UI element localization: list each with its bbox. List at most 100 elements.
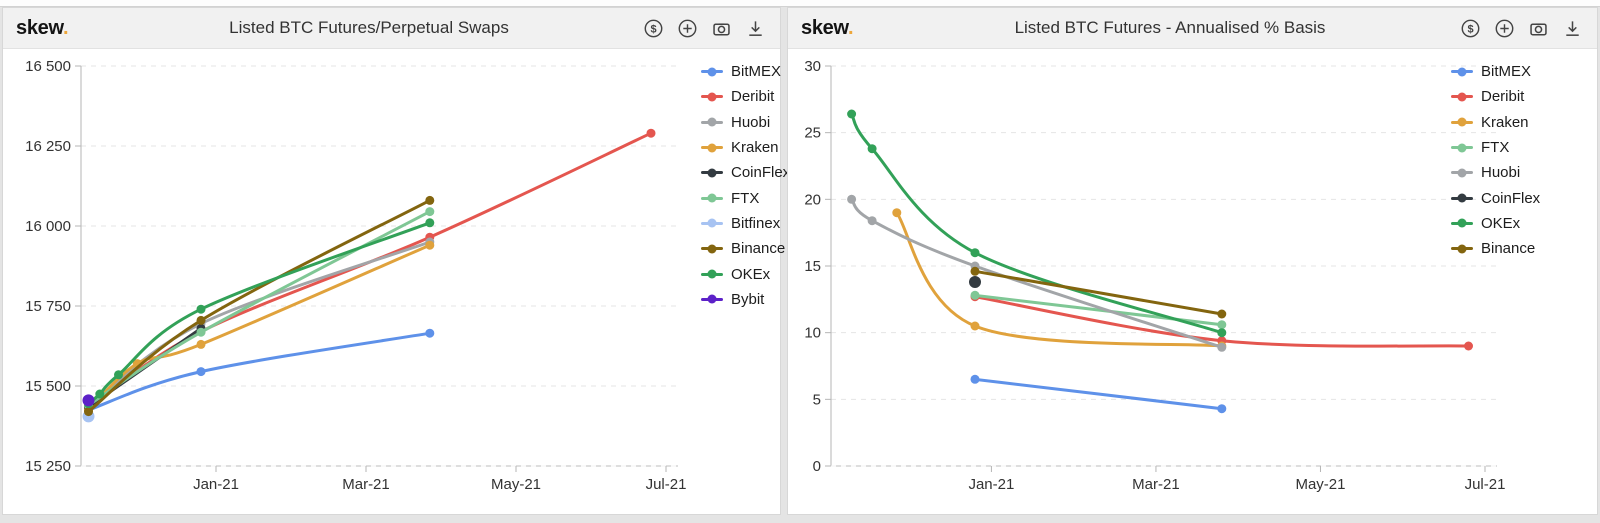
legend-item-bitmex[interactable]: BitMEX — [701, 59, 790, 84]
series-okex[interactable] — [847, 109, 1227, 338]
download-icon[interactable] — [1562, 18, 1583, 39]
legend-item-huobi[interactable]: Huobi — [701, 110, 790, 135]
legend-label: Deribit — [1481, 88, 1525, 106]
legend-marker — [701, 294, 723, 304]
y-axis-label: 15 500 — [25, 378, 71, 395]
series-coinflex[interactable] — [969, 276, 981, 288]
legend-marker — [1451, 218, 1473, 228]
x-axis-label: Jul-21 — [646, 476, 687, 493]
data-point — [425, 240, 435, 250]
series-line — [850, 112, 1224, 335]
data-point — [970, 290, 980, 300]
series-bybit[interactable] — [82, 394, 95, 407]
brand-dot: . — [847, 16, 854, 39]
plus-icon[interactable] — [1494, 18, 1515, 39]
legend-item-ftx[interactable]: FTX — [1451, 135, 1540, 160]
series-line — [850, 197, 1224, 349]
series-line — [87, 221, 432, 406]
data-point — [847, 194, 857, 204]
data-point — [196, 339, 206, 349]
x-axis-label: Mar-21 — [342, 476, 390, 493]
futures-price-chart-plot: 15 250 15 500 15 750 16 000 16 250 16 500 Jan-… — [25, 58, 687, 493]
data-point — [867, 216, 877, 226]
series-ftx[interactable] — [84, 207, 435, 410]
legend-label: OKEx — [1481, 214, 1521, 232]
legend-item-okex[interactable]: OKEx — [701, 261, 790, 286]
data-point — [969, 276, 981, 288]
legend-item-kraken[interactable]: Kraken — [701, 135, 790, 160]
legend-item-bybit[interactable]: Bybit — [701, 287, 790, 312]
series-binance[interactable] — [970, 266, 1227, 319]
data-point — [425, 195, 435, 205]
legend-marker — [1451, 168, 1473, 178]
x-axis-label: May-21 — [491, 476, 541, 493]
chart-legend: BitMEX Deribit Kraken FTX Huobi CoinFlex OKEx B… — [1451, 59, 1540, 261]
window-top-strip — [0, 0, 1600, 7]
y-axis-label: 15 250 — [25, 458, 71, 475]
chart-body: 0 5 10 15 20 25 30 Jan-21 Mar-21 May-21 Jul-21 Bit… — [788, 49, 1597, 515]
series-line — [87, 198, 432, 414]
legend-item-binance[interactable]: Binance — [1451, 236, 1540, 261]
svg-text:$: $ — [1467, 23, 1473, 35]
legend-label: Kraken — [1481, 113, 1529, 131]
series-huobi[interactable] — [847, 194, 1227, 352]
x-axis-label: Jul-21 — [1465, 476, 1506, 493]
data-point — [196, 304, 206, 314]
legend-label: CoinFlex — [731, 164, 791, 182]
legend-label: Bitfinex — [731, 214, 781, 232]
data-point — [892, 208, 902, 218]
dollar-icon[interactable]: $ — [1460, 18, 1481, 39]
skew-logo: skew. — [788, 17, 880, 40]
legend-item-coinflex[interactable]: CoinFlex — [701, 160, 790, 185]
y-axis-label: 10 — [804, 325, 821, 342]
legend-marker — [1451, 117, 1473, 127]
series-okex[interactable] — [84, 218, 435, 409]
series-ftx[interactable] — [970, 290, 1227, 330]
camera-icon[interactable] — [1528, 18, 1549, 39]
brand-dot: . — [62, 16, 69, 39]
camera-icon[interactable] — [711, 18, 732, 39]
legend-marker — [1451, 143, 1473, 153]
series-binance[interactable] — [84, 195, 435, 417]
series-line — [973, 377, 1224, 411]
legend-marker — [701, 67, 723, 77]
legend-item-deribit[interactable]: Deribit — [701, 84, 790, 109]
legend-item-bitmex[interactable]: BitMEX — [1451, 59, 1540, 84]
legend-label: Huobi — [1481, 164, 1521, 182]
data-point — [970, 321, 980, 331]
series-huobi[interactable] — [84, 237, 435, 412]
chart-panel-annualised-basis: skew. Listed BTC Futures - Annualised % … — [787, 7, 1598, 515]
legend-marker — [701, 92, 723, 102]
legend-item-huobi[interactable]: Huobi — [1451, 160, 1540, 185]
legend-item-bitfinex[interactable]: Bitfinex — [701, 211, 790, 236]
legend-marker — [1451, 67, 1473, 77]
data-point — [425, 218, 435, 228]
series-line — [895, 211, 1224, 348]
y-axis-label: 15 750 — [25, 298, 71, 315]
brand-text: skew — [16, 16, 63, 39]
legend-item-ftx[interactable]: FTX — [701, 185, 790, 210]
data-point — [1464, 341, 1473, 351]
legend-item-deribit[interactable]: Deribit — [1451, 84, 1540, 109]
legend-label: FTX — [731, 189, 760, 207]
download-icon[interactable] — [745, 18, 766, 39]
legend-marker — [701, 168, 723, 178]
data-point — [114, 370, 123, 380]
brand-text: skew — [801, 16, 848, 39]
legend-item-coinflex[interactable]: CoinFlex — [1451, 185, 1540, 210]
legend-label: Binance — [1481, 240, 1536, 258]
legend-item-okex[interactable]: OKEx — [1451, 211, 1540, 236]
data-point — [196, 367, 206, 377]
plus-icon[interactable] — [677, 18, 698, 39]
y-axis-label: 16 500 — [25, 58, 71, 75]
chart-legend: BitMEX Deribit Huobi Kraken CoinFlex FTX Bitfi… — [701, 59, 790, 312]
chart-toolbar: $ — [643, 18, 780, 39]
x-axis-label: May-21 — [1295, 476, 1345, 493]
annualised-basis-chart-plot: 0 5 10 15 20 25 30 Jan-21 Mar-21 May-21 Jul-21 — [804, 58, 1506, 493]
legend-item-binance[interactable]: Binance — [701, 236, 790, 261]
series-kraken[interactable] — [84, 240, 435, 415]
data-point — [425, 207, 435, 217]
dollar-icon[interactable]: $ — [643, 18, 664, 39]
legend-item-kraken[interactable]: Kraken — [1451, 110, 1540, 135]
series-bitmex[interactable] — [970, 374, 1227, 414]
